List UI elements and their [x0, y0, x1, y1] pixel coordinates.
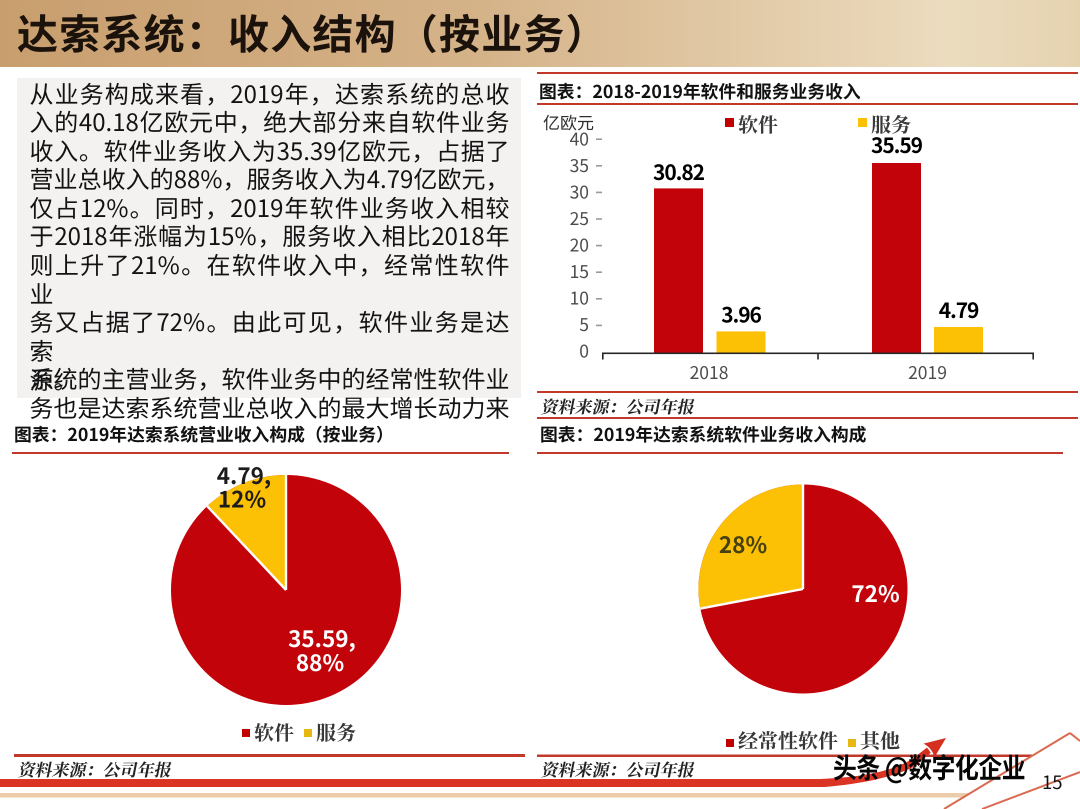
svg-text:15: 15 — [570, 259, 589, 284]
svg-text:服务: 服务 — [871, 109, 911, 138]
svg-text:0: 0 — [579, 339, 589, 364]
svg-text:30: 30 — [570, 180, 589, 205]
svg-text:25: 25 — [570, 206, 589, 231]
svg-text:30.82: 30.82 — [653, 157, 705, 187]
svg-text:35.59,: 35.59, — [288, 622, 356, 654]
svg-text:软件: 软件 — [738, 109, 778, 138]
svg-text:28%: 28% — [719, 528, 767, 560]
svg-text:亿欧元: 亿欧元 — [543, 109, 594, 134]
svg-text:35: 35 — [570, 153, 589, 178]
svg-text:2019: 2019 — [908, 360, 947, 385]
svg-text:20: 20 — [570, 233, 589, 258]
svg-text:12%: 12% — [218, 483, 266, 515]
svg-text:35.59: 35.59 — [871, 130, 923, 160]
svg-text:88%: 88% — [296, 646, 344, 678]
svg-text:5: 5 — [579, 312, 589, 337]
svg-text:2018: 2018 — [690, 360, 729, 385]
svg-text:3.96: 3.96 — [721, 300, 761, 330]
svg-text:4.79,: 4.79, — [217, 459, 271, 491]
svg-text:40: 40 — [570, 127, 589, 152]
svg-text:72%: 72% — [851, 577, 899, 609]
svg-text:10: 10 — [570, 286, 589, 311]
svg-text:4.79: 4.79 — [939, 295, 979, 325]
